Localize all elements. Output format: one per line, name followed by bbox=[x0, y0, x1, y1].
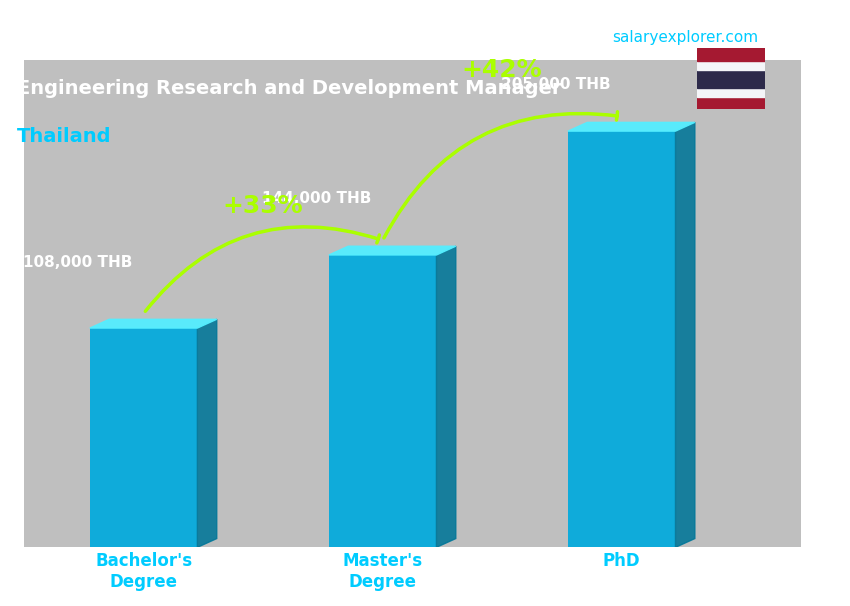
Polygon shape bbox=[568, 122, 694, 131]
Bar bbox=[697, 70, 765, 88]
Text: 108,000 THB: 108,000 THB bbox=[23, 255, 133, 270]
Text: Average Monthly Salary: Average Monthly Salary bbox=[824, 228, 837, 378]
Text: 205,000 THB: 205,000 THB bbox=[502, 77, 611, 92]
Text: +42%: +42% bbox=[462, 58, 542, 82]
Text: +33%: +33% bbox=[223, 195, 303, 218]
Bar bbox=[329, 255, 436, 547]
Text: Salary Comparison By Education: Salary Comparison By Education bbox=[17, 30, 574, 59]
Text: Engineering Research and Development Manager: Engineering Research and Development Man… bbox=[17, 79, 562, 98]
Bar bbox=[568, 131, 676, 547]
Polygon shape bbox=[676, 122, 694, 547]
Bar bbox=[697, 61, 765, 70]
Text: Thailand: Thailand bbox=[17, 127, 111, 146]
Polygon shape bbox=[90, 319, 217, 328]
Polygon shape bbox=[329, 246, 456, 255]
Polygon shape bbox=[197, 319, 217, 547]
Bar bbox=[90, 328, 197, 547]
Text: 144,000 THB: 144,000 THB bbox=[263, 191, 371, 206]
Polygon shape bbox=[436, 246, 456, 547]
Bar bbox=[697, 97, 765, 109]
Bar bbox=[697, 48, 765, 61]
Bar bbox=[697, 88, 765, 97]
Text: salaryexplorer.com: salaryexplorer.com bbox=[612, 30, 758, 45]
